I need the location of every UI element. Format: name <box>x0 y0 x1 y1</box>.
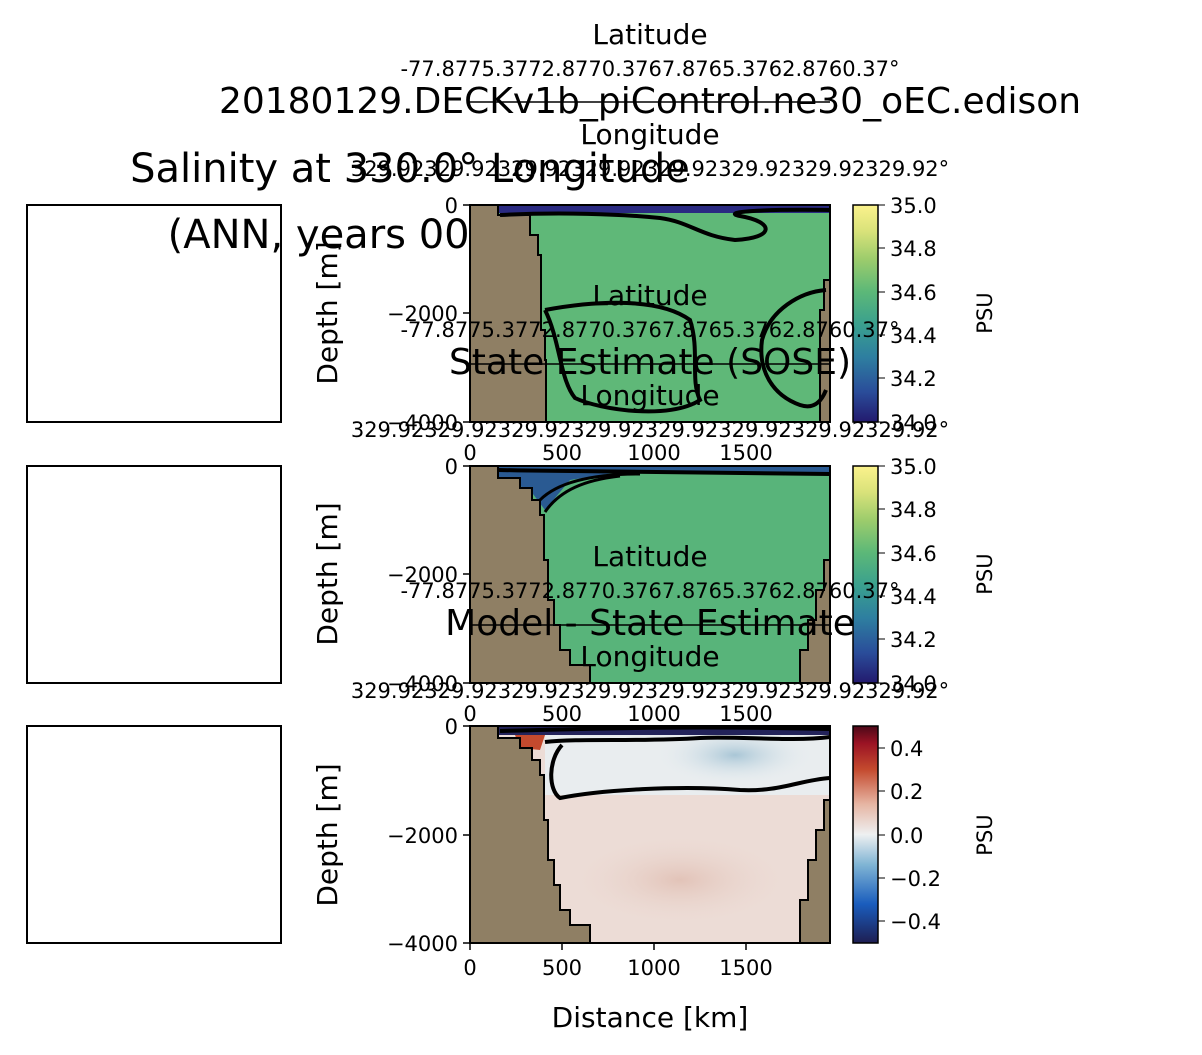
panel-title: 20180129.DECKv1b_piControl.ne30_oEC.edis… <box>219 81 1081 122</box>
land-mask <box>469 465 591 684</box>
land-mask <box>469 204 547 423</box>
lon-axis-label: Longitude <box>580 118 719 151</box>
x-tick-label: 500 <box>542 956 582 980</box>
colorbar-ticks: 35.0 34.8 34.6 34.4 34.2 34.0 <box>878 194 937 435</box>
cbar-tick-label: 34.2 <box>890 628 937 652</box>
contour-line <box>499 207 831 243</box>
cbar-tick-label: 34.4 <box>890 585 937 609</box>
cbar-tick-label: 34.2 <box>890 367 937 391</box>
colorbar-ticks: 35.0 34.8 34.6 34.4 34.2 34.0 <box>878 455 937 696</box>
cbar-tick-label: 34.0 <box>890 411 937 435</box>
y-tick-label: −2000 <box>387 563 458 587</box>
x-tick-label: 1500 <box>719 956 772 980</box>
cbar-tick-label: 34.8 <box>890 498 937 522</box>
land-mask <box>469 725 591 944</box>
y-tick-label: −2000 <box>387 824 458 848</box>
lat-axis-label: Latitude <box>592 540 707 573</box>
cbar-tick-label: 34.0 <box>890 672 937 696</box>
cbar-tick-label: 34.6 <box>890 281 937 305</box>
panel-model: Latitude -77.8775.3772.8770.3767.8765.37… <box>219 18 1081 435</box>
contour-line <box>549 743 831 801</box>
y-ticks: 0 −2000 −4000 <box>387 455 470 696</box>
lat-tick-labels: -77.8775.3772.8770.3767.8765.3762.8760.3… <box>400 318 899 342</box>
colorbar-ticks: 0.4 0.2 0.0 −0.2 −0.4 <box>878 737 941 934</box>
y-tick-label: −4000 <box>387 411 458 435</box>
y-tick-label: 0 <box>445 715 458 739</box>
x-tick-label: 500 <box>542 702 582 726</box>
y-tick-label: −4000 <box>387 672 458 696</box>
cbar-tick-label: 0.0 <box>890 824 923 848</box>
x-ticks-top: 0 500 1000 1500 <box>463 702 772 726</box>
lat-axis-label: Latitude <box>592 18 707 51</box>
contour-line <box>543 474 621 513</box>
contour-line <box>497 468 831 476</box>
map-inset-1 <box>26 204 282 423</box>
colorbar-label: PSU <box>973 553 997 594</box>
contour-line <box>538 472 641 502</box>
cbar-tick-label: 34.4 <box>890 324 937 348</box>
x-tick-label: 0 <box>463 702 476 726</box>
fresh-surface-layer <box>498 205 830 213</box>
panel-difference: Latitude -77.8775.3772.8770.3767.8765.37… <box>311 540 997 1034</box>
cbar-tick-label: −0.2 <box>890 867 941 891</box>
panel-title: Model - State Estimate <box>445 603 855 644</box>
cbar-tick-label: 35.0 <box>890 194 937 218</box>
positive-anomaly <box>560 830 800 930</box>
y-axis-label: Depth [m] <box>311 502 344 645</box>
figure-title-line1: Salinity at 330.0° Longitude <box>130 146 690 192</box>
x-ticks-bottom: 0 500 1000 1500 <box>463 943 773 980</box>
panel-title: State Estimate (SOSE) <box>449 342 851 383</box>
lon-tick-labels: 329.92329.92329.92329.92329.92329.92329.… <box>351 157 949 181</box>
y-ticks: 0 −2000 −4000 <box>387 715 470 956</box>
cbar-tick-label: 34.8 <box>890 237 937 261</box>
cbar-tick-label: −0.4 <box>890 910 941 934</box>
x-tick-label: 500 <box>542 441 582 465</box>
colorbar <box>852 204 879 423</box>
lon-tick-labels: 329.92329.92329.92329.92329.92329.92329.… <box>351 679 949 703</box>
cbar-tick-label: 34.6 <box>890 542 937 566</box>
x-tick-label: 1000 <box>627 956 680 980</box>
lat-tick-labels: -77.8775.3772.8770.3767.8765.3762.8760.3… <box>400 579 899 603</box>
cbar-tick-label: 35.0 <box>890 455 937 479</box>
lon-tick-labels: 329.92329.92329.92329.92329.92329.92329.… <box>351 418 949 442</box>
y-tick-label: −4000 <box>387 932 458 956</box>
x-tick-label: 1000 <box>627 441 680 465</box>
x-tick-label: 1000 <box>627 702 680 726</box>
contour-line <box>544 735 831 744</box>
lat-tick-labels: -77.8775.3772.8770.3767.8765.3762.8760.3… <box>400 57 899 81</box>
x-ticks-top: 0 500 1000 1500 <box>463 441 772 465</box>
map-inset-2 <box>26 465 282 684</box>
surface-layer <box>498 726 830 735</box>
contour-line <box>759 288 828 409</box>
shelf-anomaly <box>515 735 545 750</box>
contour-line <box>543 300 703 414</box>
cbar-tick-label: 0.4 <box>890 737 923 761</box>
contour-line <box>499 725 831 733</box>
y-ticks: 0 −2000 −4000 <box>387 194 470 435</box>
x-tick-label: 1500 <box>719 702 772 726</box>
colorbar <box>852 725 879 944</box>
x-tick-label: 1500 <box>719 441 772 465</box>
y-axis-label: Depth [m] <box>311 763 344 906</box>
y-tick-label: −2000 <box>387 302 458 326</box>
colorbar <box>852 465 879 684</box>
y-tick-label: 0 <box>445 194 458 218</box>
x-tick-label: 0 <box>463 956 476 980</box>
colorbar-label: PSU <box>973 292 997 333</box>
lon-axis-label: Longitude <box>580 379 719 412</box>
colorbar-label: PSU <box>973 814 997 855</box>
lon-axis-label: Longitude <box>580 640 719 673</box>
cbar-tick-label: 0.2 <box>890 780 923 804</box>
y-tick-label: 0 <box>445 455 458 479</box>
y-axis-label: Depth [m] <box>311 241 344 384</box>
x-axis-label: Distance [km] <box>552 1001 749 1034</box>
fresh-surface-layer <box>498 466 830 510</box>
x-tick-label: 0 <box>463 441 476 465</box>
lat-axis-label: Latitude <box>592 279 707 312</box>
map-inset-3 <box>26 725 282 944</box>
panel-sose: Latitude -77.8775.3772.8770.3767.8765.37… <box>311 279 997 696</box>
